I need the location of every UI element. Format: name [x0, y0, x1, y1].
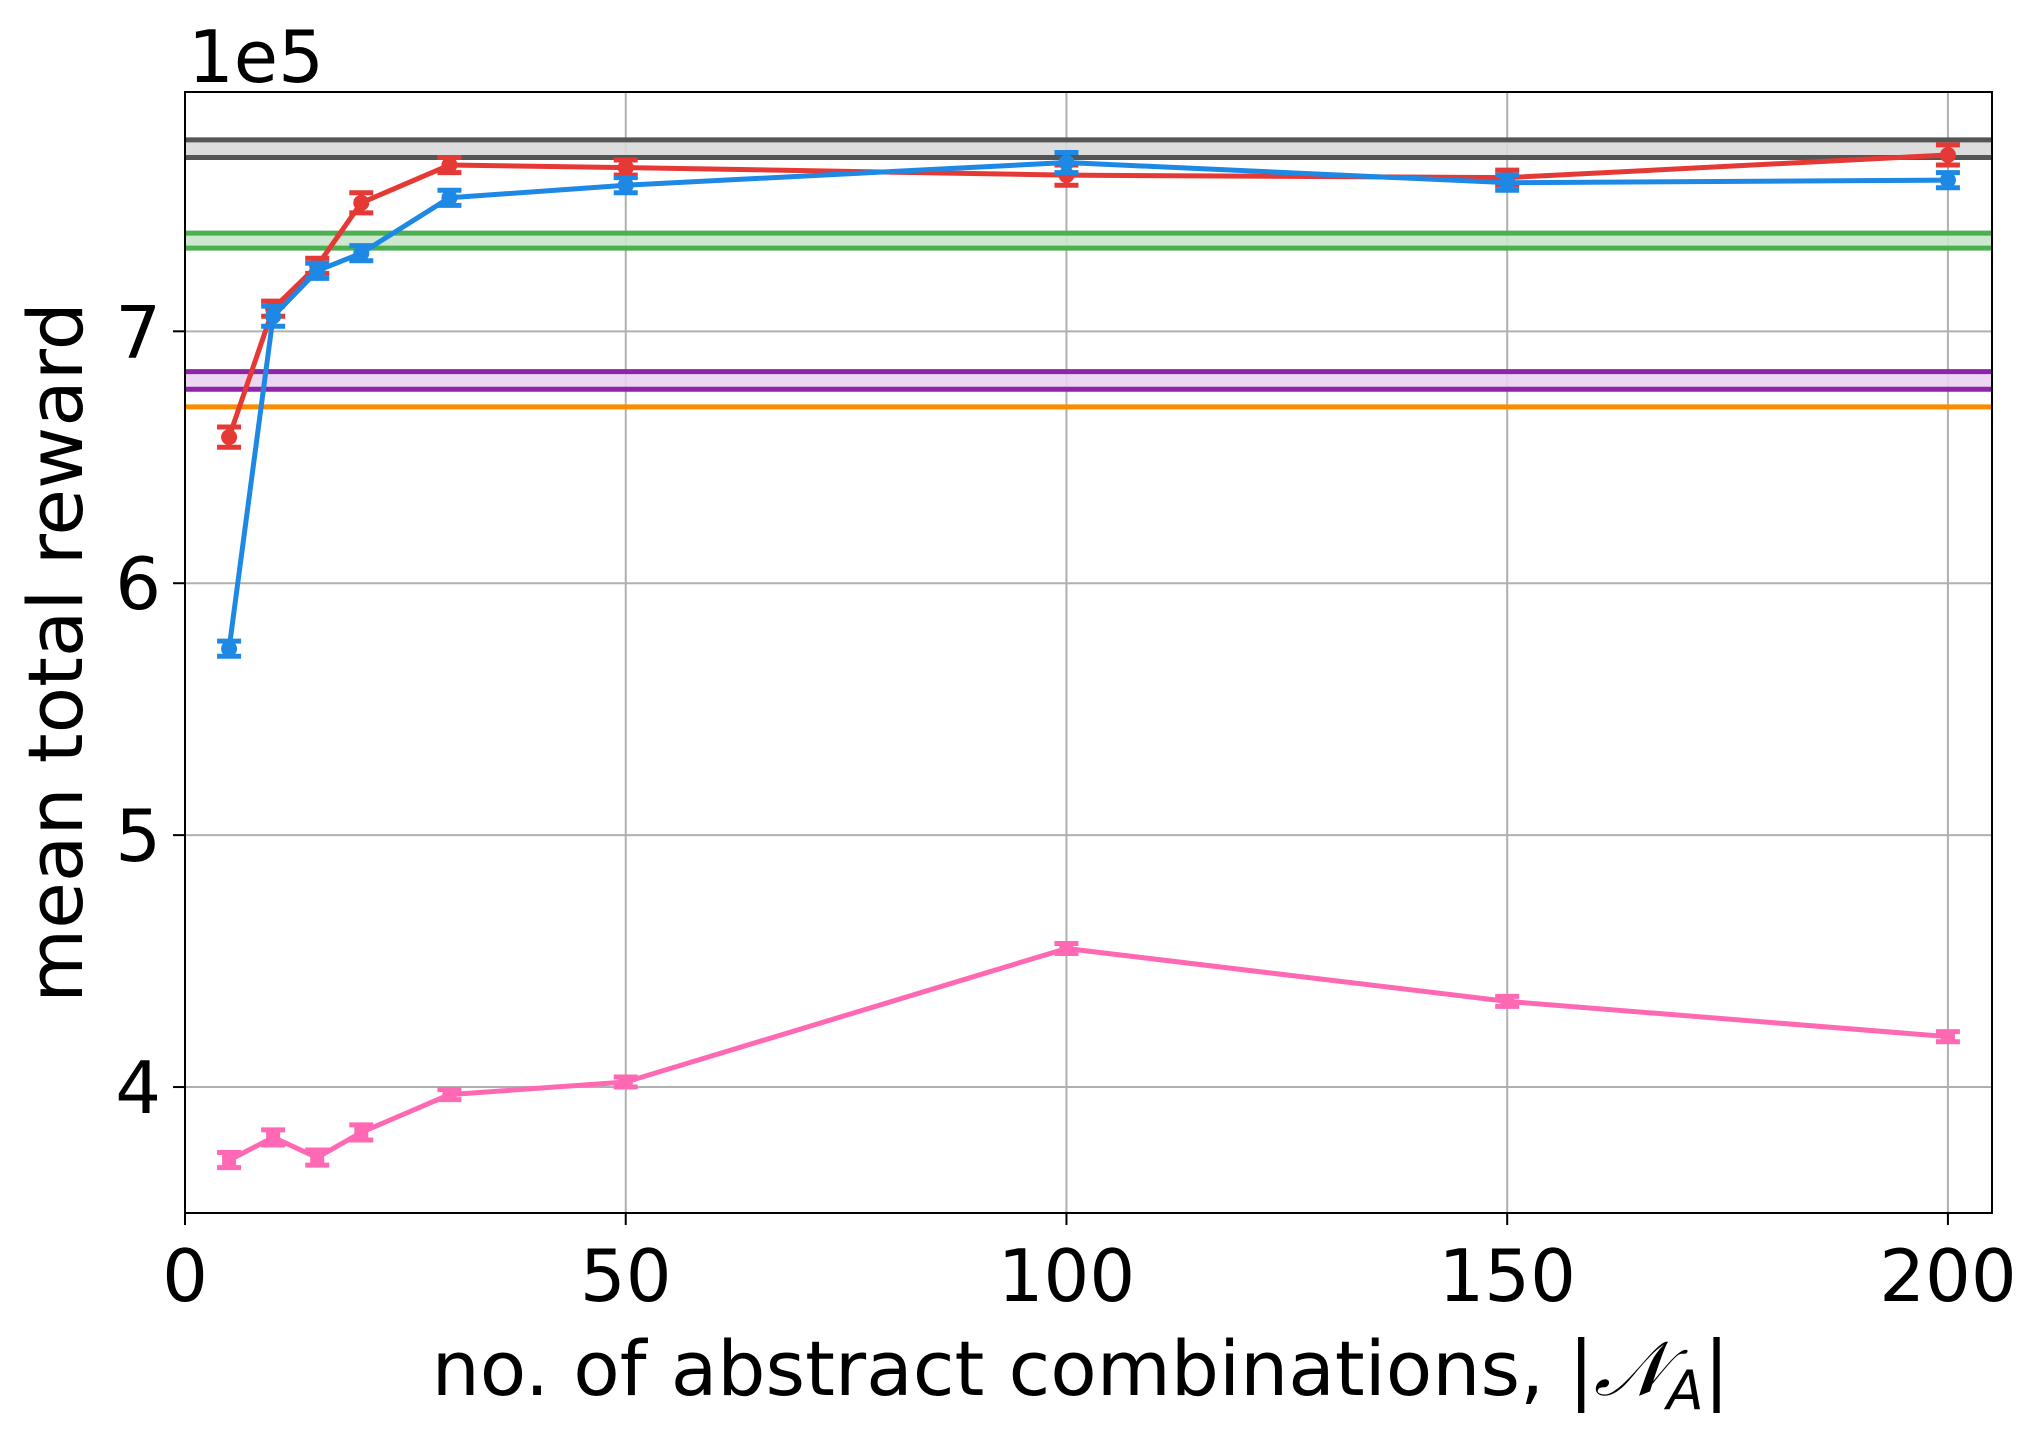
x-axis-label: no. of abstract combinations, |𝒩A| — [432, 1324, 1730, 1422]
plot-frame — [184, 91, 1993, 1214]
x-axis-label-subscript: A — [1664, 1359, 1704, 1422]
reference-bands — [185, 137, 1992, 410]
data-point — [1500, 994, 1515, 1009]
data-point — [441, 189, 458, 206]
data-point — [266, 1130, 281, 1145]
data-point — [310, 1150, 325, 1165]
reference-band-fill — [185, 139, 1992, 158]
data-point — [354, 1125, 369, 1140]
data-point — [353, 194, 370, 211]
x-tick-label: 50 — [580, 1234, 672, 1318]
data-point — [309, 262, 326, 279]
x-tick-label: 150 — [1438, 1234, 1575, 1318]
series-2 — [217, 149, 1960, 659]
reference-band-fill — [185, 233, 1992, 249]
y-tick-label: 7 — [115, 290, 161, 374]
data-point — [1940, 1029, 1955, 1044]
data-point — [265, 308, 282, 325]
data-point — [617, 177, 634, 194]
data-point — [353, 245, 370, 262]
data-point — [442, 1087, 457, 1102]
y-tick-label: 6 — [115, 542, 161, 626]
data-point — [618, 1075, 633, 1090]
series-3 — [217, 940, 1960, 1171]
y-axis-label: mean total reward — [11, 302, 100, 1003]
data-point — [1058, 154, 1075, 171]
data-point — [441, 157, 458, 174]
y-tick-label: 4 — [115, 1046, 161, 1130]
y-scale-label: 1e5 — [188, 15, 324, 99]
data-point — [1939, 146, 1956, 163]
reference-band-fill — [185, 371, 1992, 390]
data-point — [221, 640, 238, 657]
x-axis-label-end: | — [1704, 1324, 1730, 1414]
data-point — [221, 429, 238, 446]
data-point — [1059, 941, 1074, 956]
x-axis-label-text: no. of abstract combinations, | — [432, 1324, 1594, 1414]
x-tick-label: 100 — [998, 1234, 1135, 1318]
data-point — [1499, 174, 1516, 191]
y-tick-label: 5 — [115, 794, 161, 878]
data-point — [222, 1153, 237, 1168]
data-point — [617, 159, 634, 176]
series-group — [217, 142, 1960, 1171]
x-tick-label: 0 — [162, 1234, 208, 1318]
x-tick-label: 200 — [1879, 1234, 2016, 1318]
data-point — [1939, 172, 1956, 189]
grid — [184, 92, 1992, 1213]
ticks: 0 50 100 150 200 4 5 6 7 — [115, 290, 2016, 1318]
